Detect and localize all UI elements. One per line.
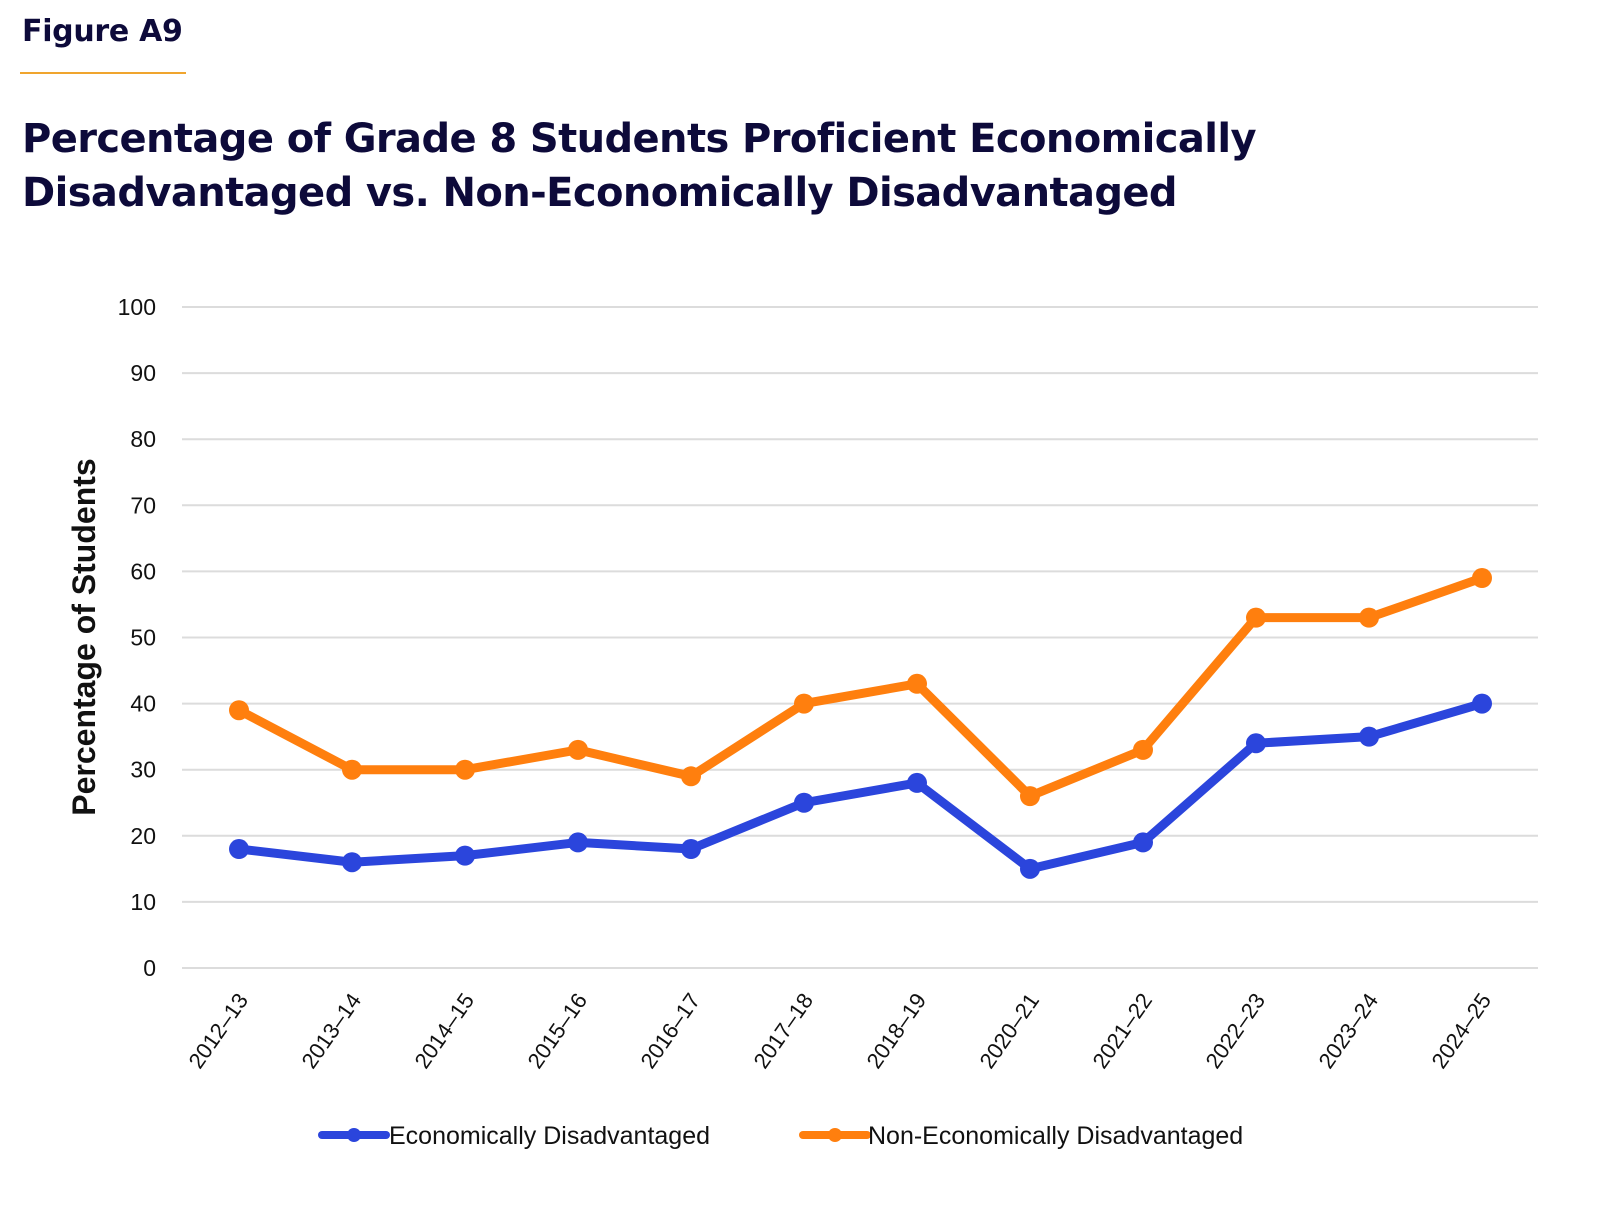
series-economically-disadvantaged <box>229 693 1492 879</box>
chart-title-line-2: Disadvantaged vs. Non-Economically Disad… <box>22 170 1178 216</box>
series-group <box>229 568 1492 879</box>
y-tick-label: 100 <box>118 294 156 320</box>
x-tick-label: 2024–25 <box>1426 989 1496 1074</box>
data-point <box>455 759 475 780</box>
series-non-economically-disadvantaged <box>229 568 1492 807</box>
chart-title: Percentage of Grade 8 Students Proficien… <box>22 112 1422 220</box>
y-tick-label: 70 <box>130 492 156 518</box>
data-point <box>1359 726 1379 747</box>
series-line <box>234 573 1487 801</box>
data-point <box>1133 739 1153 760</box>
y-tick-label: 20 <box>130 823 156 849</box>
series-line <box>234 699 1487 874</box>
x-tick-label: 2022–23 <box>1200 989 1270 1074</box>
data-point <box>907 673 927 694</box>
y-tick-label: 10 <box>130 889 156 915</box>
y-tick-label: 0 <box>143 955 156 981</box>
data-point <box>794 792 814 813</box>
figure-label-underline <box>20 72 186 74</box>
data-point <box>342 759 362 780</box>
legend-label: Economically Disadvantaged <box>389 1122 710 1150</box>
data-point <box>1246 607 1266 628</box>
legend-swatch-marker <box>347 1128 361 1142</box>
y-tick-label: 50 <box>130 625 156 651</box>
data-point <box>342 852 362 873</box>
x-tick-label: 2013–14 <box>296 989 366 1074</box>
legend: Economically Disadvantaged Non-Economical… <box>318 1122 1243 1150</box>
chart-title-line-1: Percentage of Grade 8 Students Proficien… <box>22 116 1257 162</box>
data-point <box>568 832 588 853</box>
data-point <box>1359 607 1379 628</box>
figure-label: Figure A9 <box>22 14 183 49</box>
data-point <box>1020 858 1040 879</box>
legend-item: Economically Disadvantaged <box>318 1122 710 1150</box>
x-tick-label: 2018–19 <box>861 989 931 1074</box>
legend-item: Non-Economically Disadvantaged <box>799 1122 1243 1150</box>
data-point <box>229 839 249 860</box>
y-axis-label: Percentage of Students <box>66 458 102 815</box>
y-axis-ticks: 0 10 20 30 40 50 60 70 80 90 100 <box>118 294 156 981</box>
y-tick-label: 60 <box>130 558 156 584</box>
y-tick-label: 40 <box>130 691 156 717</box>
data-point <box>1020 786 1040 807</box>
x-axis-ticks: 2012–13 2013–14 2014–15 2015–16 2016–17 2017–… <box>183 989 1496 1074</box>
y-tick-label: 30 <box>130 757 156 783</box>
x-tick-label: 2016–17 <box>635 989 705 1074</box>
data-point <box>1472 693 1492 714</box>
x-tick-label: 2017–18 <box>748 989 818 1074</box>
data-point <box>681 839 701 860</box>
x-tick-label: 2023–24 <box>1313 989 1383 1074</box>
data-point <box>1133 832 1153 853</box>
data-point <box>794 693 814 714</box>
data-point <box>681 766 701 787</box>
data-point <box>229 700 249 721</box>
data-point <box>568 739 588 760</box>
data-point <box>1472 568 1492 589</box>
x-tick-label: 2020–21 <box>974 989 1044 1074</box>
x-tick-label: 2014–15 <box>409 989 479 1074</box>
x-tick-label: 2012–13 <box>183 989 253 1074</box>
data-point <box>1246 733 1266 754</box>
data-point <box>455 845 475 866</box>
legend-swatch-marker <box>828 1128 842 1142</box>
legend-label: Non-Economically Disadvantaged <box>868 1122 1243 1150</box>
x-tick-label: 2021–22 <box>1087 989 1157 1074</box>
x-tick-label: 2015–16 <box>522 989 592 1074</box>
y-tick-label: 80 <box>130 426 156 452</box>
gridlines <box>182 306 1538 969</box>
data-point <box>907 772 927 793</box>
y-tick-label: 90 <box>130 360 156 386</box>
